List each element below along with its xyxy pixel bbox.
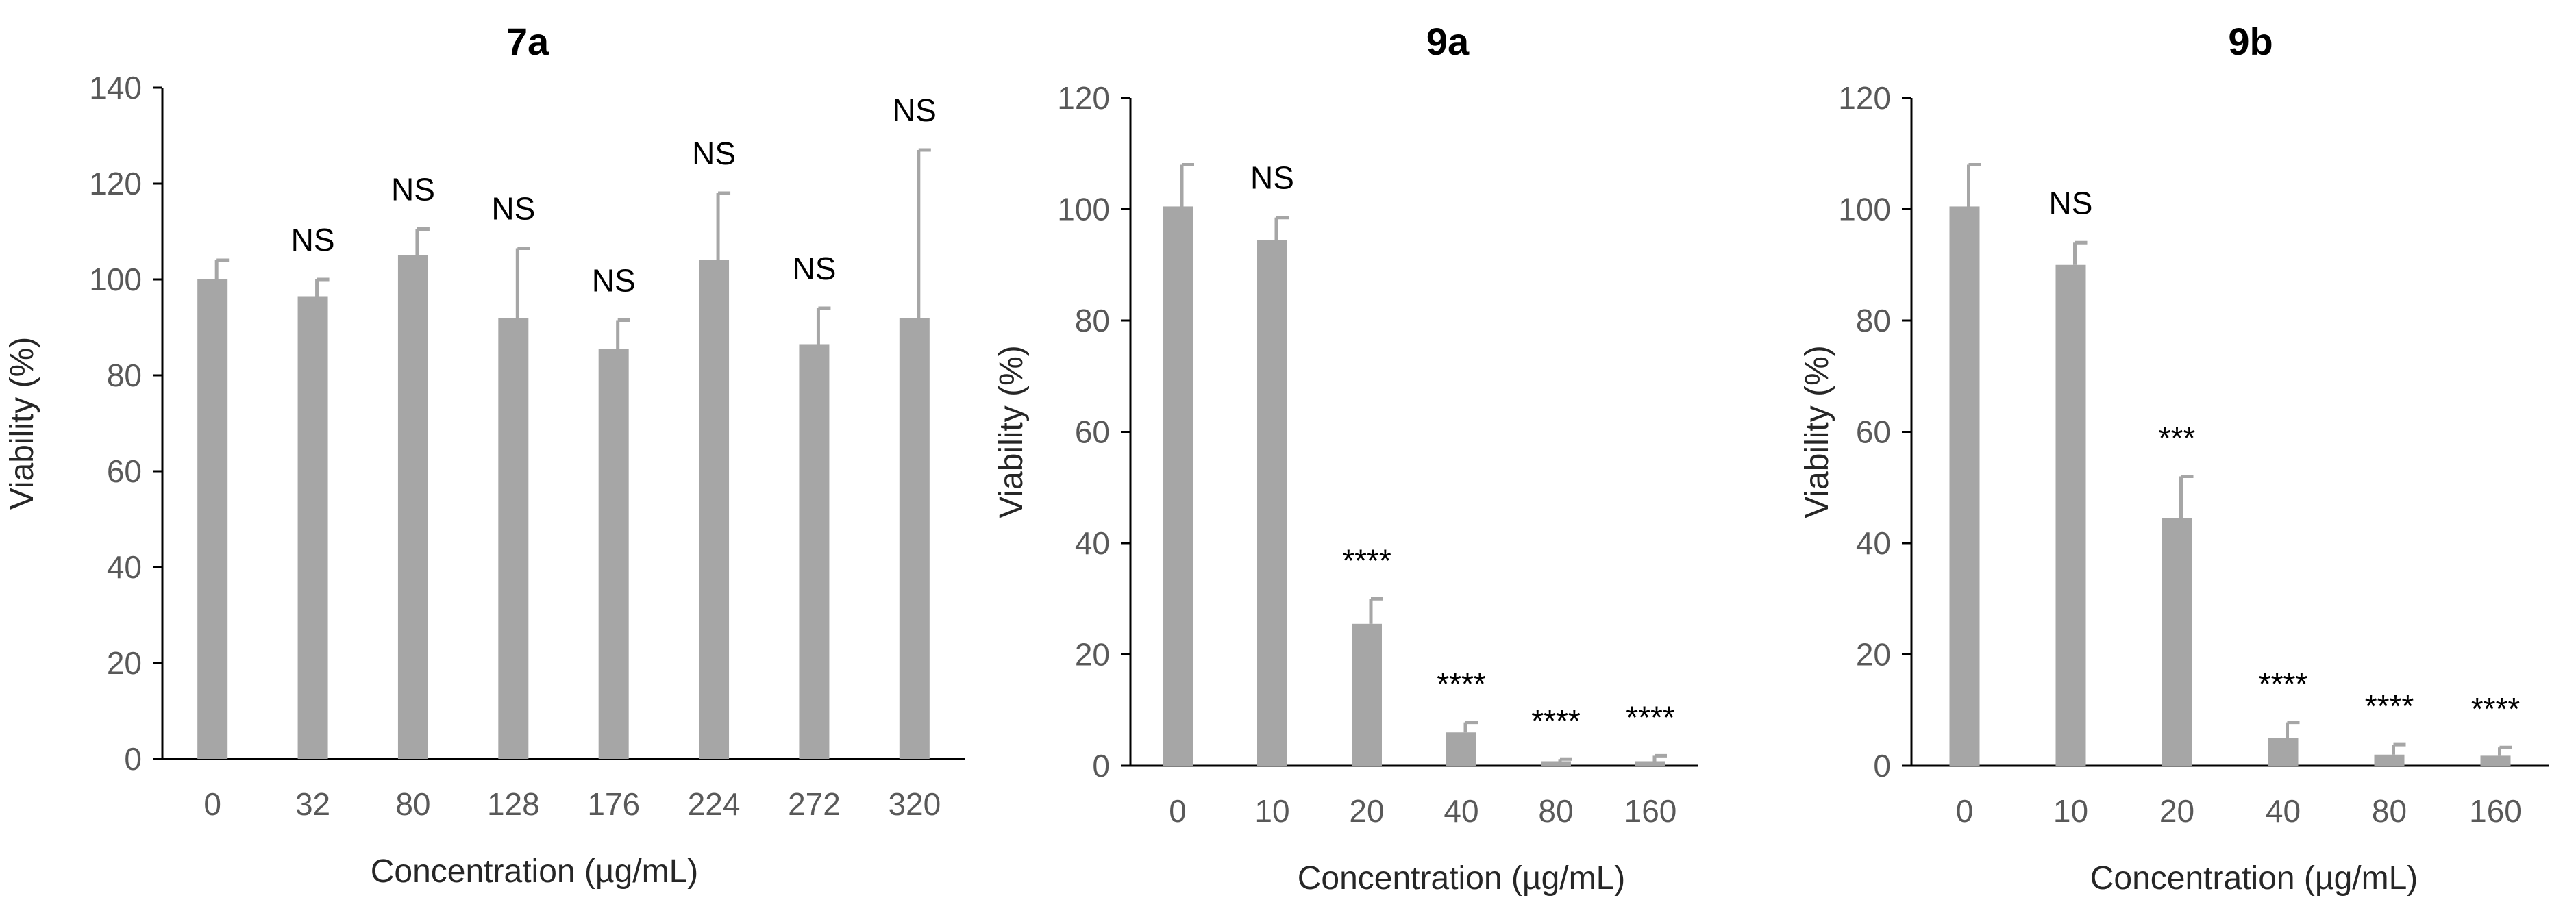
y-tick-label: 0 <box>124 741 142 777</box>
bar <box>699 260 730 759</box>
bar <box>2480 755 2511 766</box>
y-axis-label: Viability (%) <box>4 337 40 510</box>
bar <box>2162 518 2192 766</box>
bar <box>297 296 328 759</box>
y-tick-label: 20 <box>1856 637 1891 673</box>
bar <box>2374 754 2405 766</box>
y-tick-label: 40 <box>1075 525 1110 561</box>
bar <box>1446 732 1476 766</box>
y-tick-label: 100 <box>1838 192 1891 227</box>
bar <box>1541 761 1571 766</box>
bar <box>1257 240 1287 766</box>
y-tick-label: 140 <box>89 70 142 105</box>
y-tick-label: 100 <box>1057 192 1110 227</box>
x-tick-label: 176 <box>587 786 640 822</box>
x-tick-label: 320 <box>888 786 941 822</box>
x-tick-label: 20 <box>2159 793 2194 829</box>
x-tick-label: 20 <box>1349 793 1384 829</box>
bar <box>1352 623 1382 766</box>
y-tick-label: 120 <box>1838 80 1891 116</box>
x-tick-label: 272 <box>788 786 841 822</box>
significance-label: NS <box>291 222 335 258</box>
x-tick-label: 224 <box>688 786 741 822</box>
x-axis-label: Concentration (µg/mL) <box>2090 860 2418 897</box>
y-tick-label: 80 <box>1075 303 1110 338</box>
y-tick-label: 60 <box>1856 414 1891 450</box>
bar <box>2268 738 2299 766</box>
significance-label: **** <box>1626 699 1675 735</box>
x-axis-label: Concentration (µg/mL) <box>371 853 699 890</box>
y-tick-label: 60 <box>1075 414 1110 450</box>
y-tick-label: 20 <box>107 645 142 681</box>
x-tick-label: 40 <box>1444 793 1478 829</box>
significance-label: NS <box>491 191 535 227</box>
bar <box>397 255 428 759</box>
x-tick-label: 80 <box>2372 793 2407 829</box>
x-tick-label: 0 <box>1169 793 1187 829</box>
bar <box>2055 264 2086 766</box>
significance-label: NS <box>592 263 636 299</box>
bar <box>1163 206 1193 766</box>
bar <box>197 279 228 759</box>
x-tick-label: 0 <box>203 786 221 822</box>
chart-title: 9a <box>1426 20 1470 63</box>
y-tick-label: 20 <box>1075 637 1110 673</box>
chart-title: 7a <box>506 20 549 63</box>
significance-label: NS <box>1250 160 1294 196</box>
panel-9b: 9b 0 20 40 60 80 100 120 Viability (%) 0 10 NS 20 ***… <box>1799 20 2549 897</box>
y-tick-label: 100 <box>89 262 142 297</box>
panel-9a: 9a 0 20 40 60 80 100 120 Viability (%) 0 10 NS 20 ***… <box>993 20 1698 897</box>
x-tick-label: 160 <box>1624 793 1677 829</box>
chart-title: 9b <box>2228 20 2272 63</box>
bar <box>1949 206 1980 766</box>
bar <box>799 344 830 759</box>
x-tick-label: 32 <box>295 786 330 822</box>
y-tick-label: 0 <box>1873 748 1891 784</box>
x-axis-label: Concentration (µg/mL) <box>1298 860 1626 897</box>
significance-label: **** <box>2259 666 2308 702</box>
significance-label: **** <box>1437 666 1486 702</box>
panel-7a: 7a 0 20 40 60 80 100 120 140 Viability (%) 0 32 NS 80… <box>4 20 965 890</box>
y-axis-label: Viability (%) <box>993 345 1030 518</box>
significance-label: NS <box>391 172 435 208</box>
x-tick-label: 40 <box>2266 793 2301 829</box>
significance-label: **** <box>1342 542 1391 578</box>
y-tick-label: 0 <box>1092 748 1110 784</box>
y-tick-label: 60 <box>107 453 142 489</box>
x-tick-label: 0 <box>1956 793 1974 829</box>
y-tick-label: 80 <box>1856 303 1891 338</box>
significance-label: *** <box>2159 421 2196 456</box>
significance-label: **** <box>1531 703 1581 738</box>
significance-label: **** <box>2471 691 2521 727</box>
bar <box>498 318 529 759</box>
x-tick-label: 128 <box>487 786 540 822</box>
significance-label: NS <box>893 92 937 128</box>
y-tick-label: 120 <box>1057 80 1110 116</box>
bar <box>1635 761 1665 766</box>
y-tick-label: 120 <box>89 166 142 201</box>
y-tick-label: 40 <box>1856 525 1891 561</box>
significance-label: **** <box>2365 688 2414 724</box>
y-axis-label: Viability (%) <box>1799 345 1835 518</box>
x-tick-label: 10 <box>1254 793 1289 829</box>
significance-label: NS <box>792 251 836 286</box>
x-tick-label: 80 <box>395 786 430 822</box>
x-tick-label: 160 <box>2469 793 2522 829</box>
y-tick-label: 40 <box>107 549 142 585</box>
x-tick-label: 10 <box>2053 793 2088 829</box>
significance-label: NS <box>2049 185 2093 221</box>
y-tick-label: 80 <box>107 358 142 393</box>
x-tick-label: 80 <box>1538 793 1573 829</box>
bar <box>598 349 629 759</box>
significance-label: NS <box>692 136 736 171</box>
bar <box>899 318 930 759</box>
